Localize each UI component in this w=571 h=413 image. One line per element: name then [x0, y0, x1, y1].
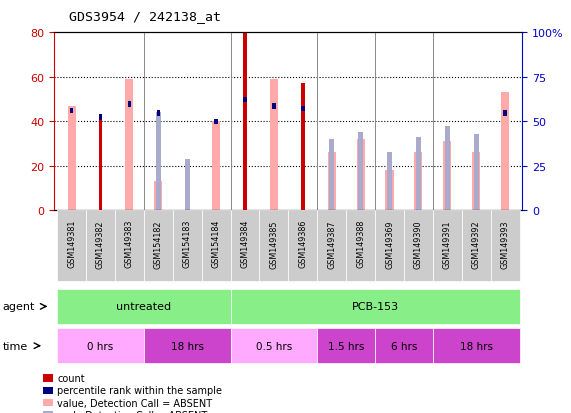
Bar — [504, 111, 507, 116]
Text: GSM149386: GSM149386 — [298, 220, 307, 268]
Bar — [214, 120, 218, 125]
Bar — [212, 122, 220, 211]
Text: GSM149381: GSM149381 — [67, 220, 76, 268]
Bar — [387, 153, 392, 211]
Bar — [154, 182, 162, 211]
Bar — [243, 97, 247, 103]
Text: GSM149392: GSM149392 — [472, 219, 481, 268]
Bar — [356, 140, 365, 211]
Bar — [473, 135, 479, 211]
Bar — [243, 33, 247, 211]
Text: GSM149369: GSM149369 — [385, 219, 394, 268]
Bar — [70, 109, 73, 114]
Text: GSM149383: GSM149383 — [125, 220, 134, 268]
Bar — [445, 126, 450, 211]
Text: count: count — [57, 373, 85, 383]
Bar — [99, 115, 102, 121]
Text: 18 hrs: 18 hrs — [171, 341, 204, 351]
Text: GSM154184: GSM154184 — [212, 220, 220, 268]
Text: GSM149387: GSM149387 — [327, 219, 336, 268]
Text: GDS3954 / 242138_at: GDS3954 / 242138_at — [69, 10, 220, 23]
Bar — [156, 113, 161, 211]
Text: 0.5 hrs: 0.5 hrs — [256, 341, 292, 351]
Bar — [272, 104, 276, 109]
Text: GSM154182: GSM154182 — [154, 219, 163, 268]
Bar — [416, 138, 421, 211]
Text: percentile rank within the sample: percentile rank within the sample — [57, 385, 222, 395]
Text: PCB-153: PCB-153 — [352, 301, 399, 312]
Text: 0 hrs: 0 hrs — [87, 341, 114, 351]
Text: GSM154183: GSM154183 — [183, 220, 192, 268]
Bar — [67, 106, 75, 211]
Bar — [328, 153, 336, 211]
Bar — [301, 84, 304, 211]
Bar — [156, 111, 160, 116]
Text: GSM149391: GSM149391 — [443, 219, 452, 268]
Bar — [358, 133, 363, 211]
Text: GSM149388: GSM149388 — [356, 220, 365, 268]
Bar — [128, 102, 131, 107]
Text: GSM149393: GSM149393 — [501, 219, 510, 268]
Bar — [301, 106, 304, 112]
Text: 6 hrs: 6 hrs — [391, 341, 417, 351]
Bar — [126, 80, 134, 211]
Bar — [329, 140, 334, 211]
Text: GSM149384: GSM149384 — [240, 220, 250, 268]
Text: value, Detection Call = ABSENT: value, Detection Call = ABSENT — [57, 398, 212, 408]
Bar — [472, 153, 480, 211]
Text: GSM149382: GSM149382 — [96, 219, 105, 268]
Text: 1.5 hrs: 1.5 hrs — [328, 341, 364, 351]
Bar — [501, 93, 509, 211]
Bar — [385, 171, 393, 211]
Bar — [415, 153, 423, 211]
Text: GSM149385: GSM149385 — [270, 219, 279, 268]
Text: time: time — [3, 341, 28, 351]
Bar — [99, 115, 102, 211]
Bar — [270, 80, 278, 211]
Text: rank, Detection Call = ABSENT: rank, Detection Call = ABSENT — [57, 410, 207, 413]
Text: untreated: untreated — [116, 301, 171, 312]
Text: GSM149390: GSM149390 — [414, 219, 423, 268]
Bar — [443, 142, 451, 211]
Text: agent: agent — [3, 301, 35, 312]
Text: 18 hrs: 18 hrs — [460, 341, 493, 351]
Bar — [184, 159, 190, 211]
